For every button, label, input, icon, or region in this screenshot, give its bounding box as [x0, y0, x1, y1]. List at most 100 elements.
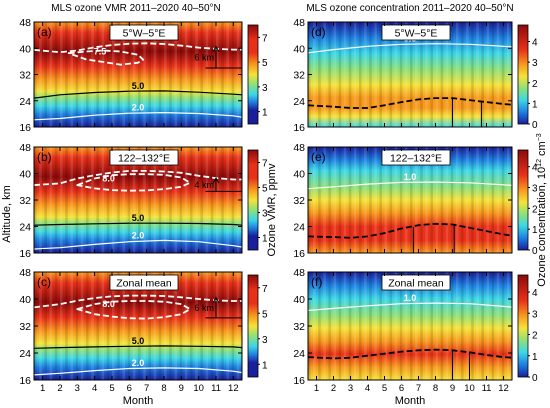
colorbar-tick-label-c: 1 [262, 360, 268, 371]
right-figure-title: MLS ozone concentration 2011–2020 40–50°… [306, 3, 513, 14]
colorbar-tick-label-f: 4 [532, 288, 538, 299]
texture-stripe [210, 22, 214, 127]
contour-label-b-3: 2.0 [132, 230, 145, 240]
right-colorbar-label-main: Ozone concentration, 10 [536, 167, 548, 287]
texture-stripe [80, 22, 84, 127]
x-tick-label-c: 5 [109, 383, 114, 394]
region-label-f: Zonal mean [388, 278, 444, 290]
texture-stripe [471, 272, 474, 380]
texture-stripe [138, 22, 141, 127]
texture-stripe [148, 22, 151, 127]
texture-stripe [70, 22, 73, 127]
contour-line-b-0 [76, 173, 191, 192]
texture-stripe [466, 272, 469, 380]
y-tick-label-a: 16 [19, 122, 31, 134]
contour-line-d-0 [308, 43, 512, 54]
thickness-arrowhead-a [212, 45, 220, 52]
texture-stripe [348, 272, 352, 380]
contour-line-d-1 [308, 97, 512, 109]
texture-stripe [153, 147, 157, 253]
y-tick-label-e: 24 [293, 222, 305, 234]
y-tick-label-d: 24 [293, 96, 305, 108]
texture-stripe [148, 147, 151, 253]
x-tick-label-c: 12 [228, 383, 239, 394]
texture-stripe [75, 147, 79, 253]
texture-stripe [184, 272, 188, 380]
texture-stripe [486, 272, 490, 380]
texture-stripe [86, 272, 89, 380]
y-tick-label-b: 40 [19, 169, 31, 181]
texture-stripe [471, 147, 474, 253]
texture-stripe [65, 272, 68, 380]
texture-stripe [153, 272, 157, 380]
texture-stripe [445, 272, 449, 380]
y-tick-label-a: 40 [19, 43, 31, 55]
texture-stripe [184, 22, 188, 127]
texture-stripe [153, 22, 157, 127]
texture-stripe [60, 147, 63, 253]
texture-stripe [455, 147, 459, 253]
texture-stripe [394, 272, 398, 380]
texture-stripe [200, 272, 203, 380]
texture-stripe [440, 147, 444, 253]
texture-stripe [221, 22, 224, 127]
colorbar-tick-label-b: 1 [262, 234, 268, 245]
panels-group: 7.55.02.06 km(a) 5°W–5°E162432404813578.0… [19, 17, 538, 407]
contours-e [308, 181, 512, 239]
texture-stripe [481, 147, 484, 253]
texture-stripe [195, 147, 198, 253]
colorbar-tick-label-a: 3 [262, 83, 268, 94]
x-tick-label-f: 1 [314, 383, 319, 394]
panel-b: 8.0 5.0 2.0 4 km (b) 122–132°E 16 24 32 40 48 1 3 5 7 [19, 142, 268, 260]
colorbar-tick-label-d: 2 [532, 79, 538, 90]
region-label-e: 122–132°E [390, 153, 442, 165]
y-tick-label-f: 48 [293, 267, 305, 279]
texture-stripe [106, 22, 110, 127]
contour-label-a-0: 7.5 [94, 47, 107, 57]
contour-line-b-2 [34, 222, 242, 226]
texture-stripe [435, 22, 439, 127]
x-tick-label-f: 7 [416, 383, 421, 394]
contour-line-c-3 [34, 367, 242, 376]
texture-stripe [420, 147, 423, 253]
x-tick-label-f: 9 [450, 383, 455, 394]
texture-stripe [174, 22, 177, 127]
texture-stripe [501, 22, 505, 127]
texture-stripe [226, 22, 229, 127]
texture-stripe [486, 22, 490, 127]
colorbar-f [517, 274, 529, 378]
texture-stripe [195, 22, 198, 127]
texture-stripe [425, 272, 428, 380]
x-axis-label-f: Month [395, 395, 426, 407]
contour-line-a-0 [67, 49, 145, 66]
colorbar-a [247, 24, 259, 125]
texture-stripe [158, 147, 162, 253]
right-colorbar-label-exponent: 12 [536, 159, 543, 167]
texture-stripe [379, 22, 382, 127]
y-tick-label-e: 40 [293, 169, 305, 181]
panel-letter-e: (e) [311, 150, 326, 164]
texture-stripe [80, 272, 84, 380]
y-tick-label-b: 16 [19, 248, 31, 260]
y-tick-label-a: 24 [19, 96, 31, 108]
texture-stripe [158, 272, 162, 380]
colorbar-e [517, 149, 529, 251]
texture-stripe [476, 22, 479, 127]
texture-stripe [328, 272, 331, 380]
colorbar-tick-label-d: 3 [532, 58, 538, 69]
texture-stripe [445, 22, 449, 127]
texture-stripe [179, 22, 183, 127]
texture-stripe [318, 147, 321, 253]
right-colorbar-label: Ozone concentration, 1012 cm−3 [536, 133, 548, 286]
texture-stripe [420, 22, 423, 127]
texture-stripe [496, 22, 500, 127]
texture-stripe [404, 22, 408, 127]
texture-stripe [328, 22, 331, 127]
texture-stripe [174, 272, 177, 380]
texture-stripe [174, 147, 177, 253]
colorbar-tick-label-f: 2 [532, 331, 538, 342]
texture-stripe [75, 272, 79, 380]
panel-letter-b: (b) [37, 150, 52, 164]
texture-stripe [379, 147, 382, 253]
